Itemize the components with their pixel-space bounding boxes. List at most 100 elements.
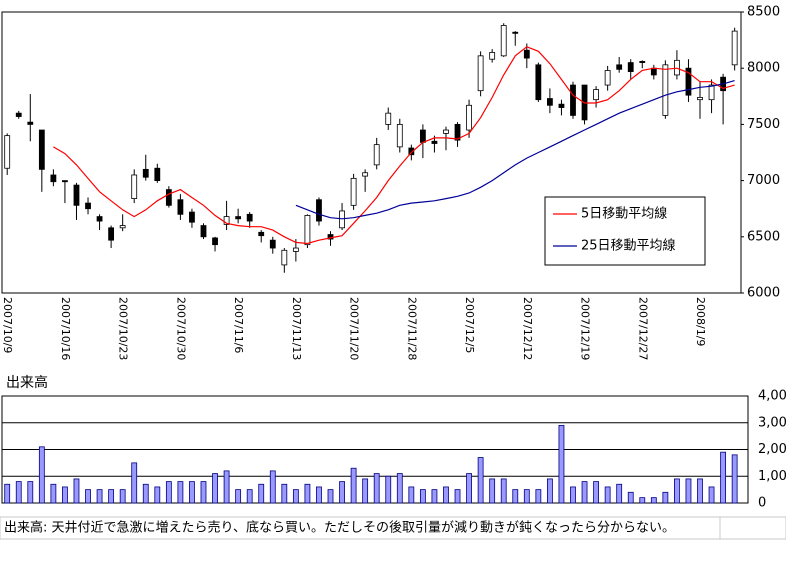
caption-cell	[0, 516, 786, 540]
x-tick-label: 2007/12/27	[636, 297, 649, 360]
candle-body	[304, 215, 311, 246]
candle-body	[189, 211, 195, 223]
y-tick-label: 6000	[747, 286, 780, 301]
candle-body	[627, 62, 634, 72]
volume-bar	[443, 486, 449, 504]
volume-bar	[523, 489, 530, 504]
candle-body	[616, 64, 623, 70]
candle-body	[731, 30, 738, 66]
x-tick-label: 2007/12/5	[463, 297, 476, 353]
candle-body	[697, 97, 703, 101]
y-tick-label: 8500	[747, 5, 780, 20]
candle-body	[650, 67, 657, 76]
y-tick-label: 4,00	[758, 389, 786, 404]
volume-bar	[38, 446, 45, 504]
legend	[544, 196, 706, 266]
volume-bar	[385, 475, 392, 504]
candle-body	[362, 172, 369, 177]
price-frame	[1, 11, 742, 294]
volume-bar	[27, 481, 34, 504]
x-tick-label: 2007/11/28	[405, 297, 418, 360]
volume-bar	[419, 489, 426, 504]
candle-body	[246, 213, 253, 222]
legend-label: 25日移動平均線	[581, 238, 676, 254]
candle-body	[685, 67, 692, 96]
candle-body	[292, 247, 299, 252]
volume-bar	[593, 481, 599, 504]
candle-body	[38, 129, 45, 170]
volume-bar	[396, 473, 403, 504]
x-tick-label: 2007/10/16	[59, 297, 72, 360]
volume-bar	[650, 497, 657, 504]
candle-body	[327, 234, 334, 240]
candle-body	[96, 216, 103, 222]
candle-body	[73, 184, 80, 206]
volume-bar	[108, 489, 115, 504]
candle-body	[431, 140, 438, 144]
volume-bar	[269, 470, 276, 504]
volume-bar	[4, 483, 11, 504]
candle-body	[662, 64, 669, 116]
moving-average-line	[295, 80, 735, 220]
candle-body	[108, 227, 115, 241]
candle-body	[50, 174, 57, 183]
volume-bar	[627, 491, 634, 504]
volume-bar	[327, 489, 334, 504]
candle-body	[535, 64, 542, 101]
volume-bar	[708, 486, 715, 504]
y-tick-label: 6500	[747, 229, 780, 244]
caption: 出来高: 天井付近で急激に増えたら売り、底なら買い。ただしその後取引量が減り動き…	[4, 520, 675, 536]
volume-bar	[189, 481, 195, 504]
candle-body	[200, 225, 207, 238]
volume-bar	[292, 489, 299, 504]
candle-body	[131, 174, 138, 199]
volume-bar	[258, 483, 265, 504]
volume-bar	[489, 478, 496, 504]
legend-label: 5日移動平均線	[581, 206, 667, 222]
volume-bar	[685, 478, 692, 504]
candle-body	[177, 199, 184, 215]
x-tick-label: 2007/12/19	[579, 297, 592, 360]
candle-body	[512, 31, 519, 34]
volume-bar	[408, 486, 415, 504]
volume-bar	[662, 491, 669, 504]
x-tick-label: 2007/12/12	[521, 297, 534, 360]
volume-bar	[177, 481, 184, 504]
volume-bar	[697, 478, 703, 504]
candle-body	[4, 135, 11, 169]
x-tick-label: 2007/10/30	[174, 297, 187, 360]
volume-bar	[131, 462, 138, 504]
volume-bar	[731, 454, 738, 504]
x-tick-label: 2007/11/20	[348, 297, 361, 360]
volume-title: 出来高	[6, 374, 48, 391]
volume-bar	[200, 481, 207, 504]
candle-body	[15, 112, 22, 117]
x-tick-label: 2008/1/9	[694, 297, 707, 346]
volume-bar	[558, 425, 565, 504]
volume-bar	[546, 478, 553, 504]
candle-body	[639, 61, 646, 63]
volume-bar	[477, 457, 484, 504]
volume-bar	[570, 486, 576, 504]
candle-body	[500, 25, 507, 57]
volume-bar	[304, 483, 311, 504]
candle-body	[350, 177, 357, 206]
candle-body	[119, 225, 126, 229]
volume-bar	[223, 470, 230, 504]
volume-bar	[154, 486, 161, 504]
volume-bar	[316, 486, 322, 504]
candle-body	[408, 147, 415, 156]
candle-body	[316, 199, 322, 222]
volume-bar	[535, 489, 542, 504]
candle-body	[466, 104, 472, 131]
volume-bar	[373, 473, 380, 504]
volume-bar	[15, 481, 22, 504]
candle-body	[142, 168, 149, 178]
volume-bar	[73, 478, 80, 504]
volume-bar	[500, 478, 507, 504]
candle-body	[419, 129, 426, 143]
candle-body	[443, 129, 449, 134]
candle-body	[212, 237, 218, 246]
volume-bar	[281, 483, 288, 504]
